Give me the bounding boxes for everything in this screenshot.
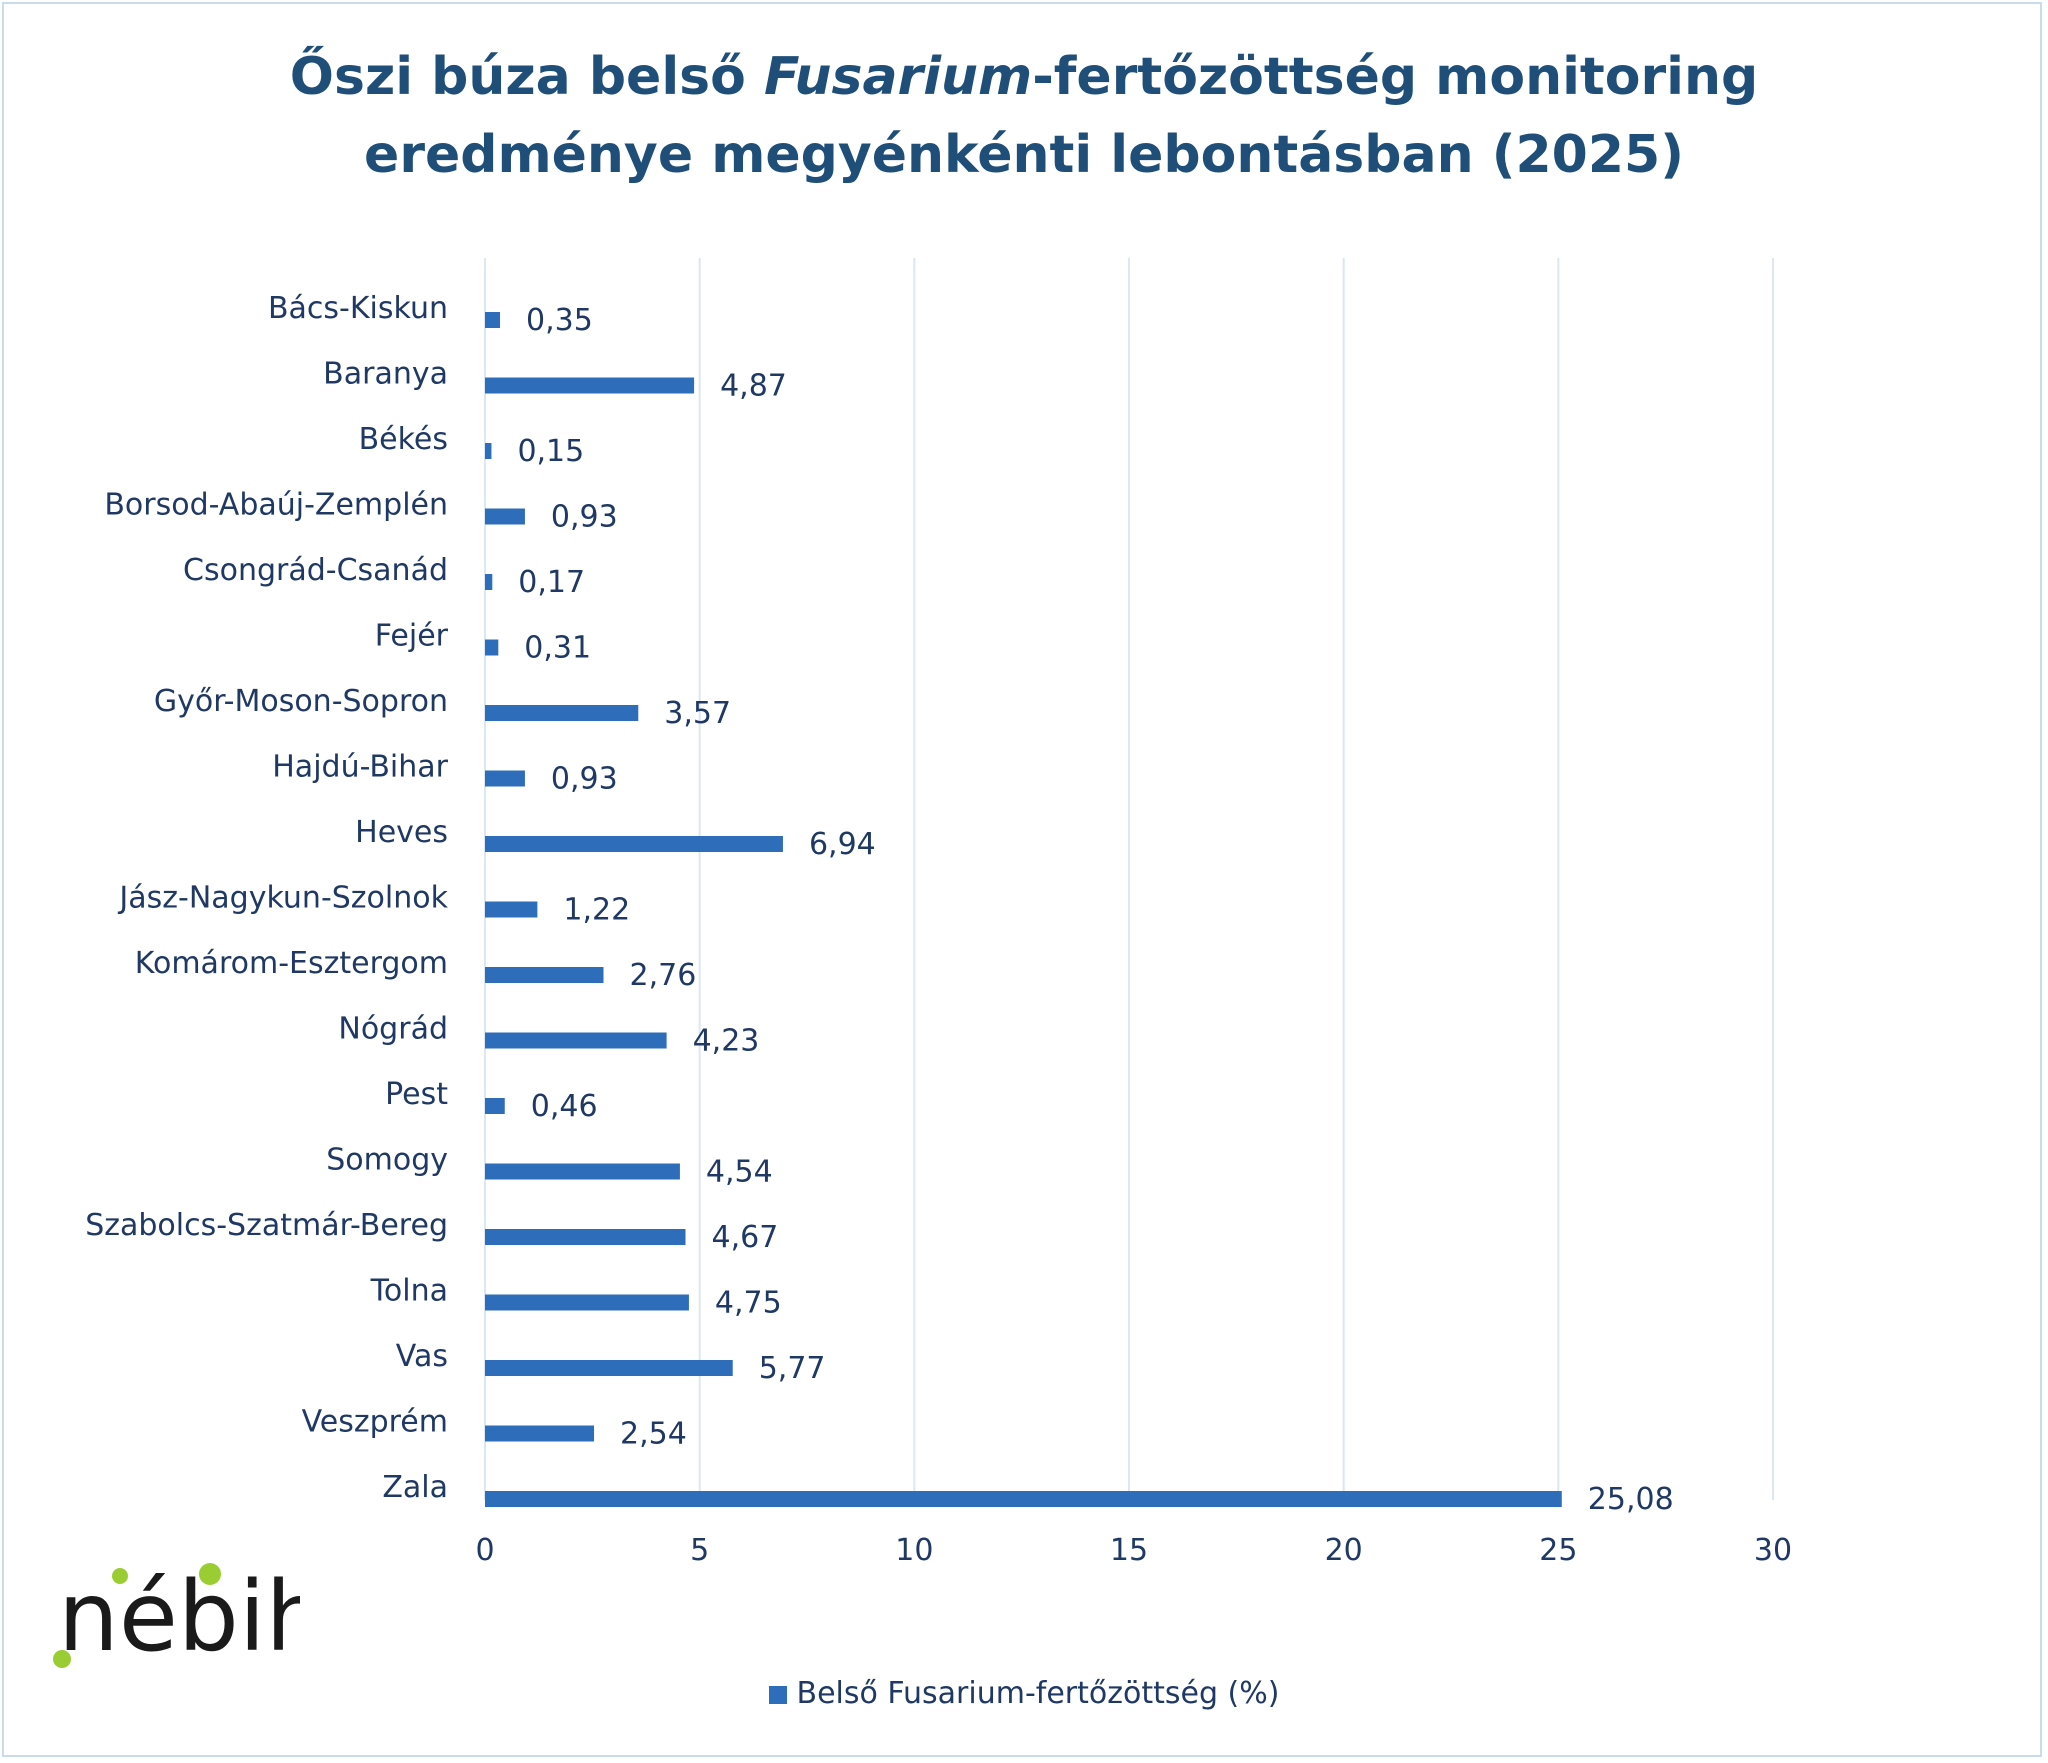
bar	[485, 312, 501, 328]
bar	[485, 508, 525, 525]
bar	[485, 705, 639, 721]
legend: Belső Fusarium-fertőzöttség (%)	[0, 1676, 2048, 1711]
title-line-1-end: -fertőzöttség monitoring	[1032, 47, 1759, 107]
data-label: 6,94	[809, 827, 876, 862]
data-label: 4,87	[720, 369, 787, 404]
logo-dot-i	[199, 1563, 221, 1585]
title-line-1: Őszi búza belső Fusarium-fertőzöttség mo…	[0, 38, 2048, 116]
chart-title: Őszi búza belső Fusarium-fertőzöttség mo…	[0, 38, 2048, 194]
bar	[485, 1425, 595, 1442]
bar	[485, 770, 525, 787]
data-label: 0,17	[518, 565, 585, 600]
data-label: 2,54	[620, 1417, 687, 1452]
bar	[485, 967, 604, 983]
logo-dot-bottom	[53, 1650, 71, 1668]
title-italic-term: Fusarium	[763, 47, 1033, 107]
category-label: Pest	[385, 1077, 448, 1112]
category-label: Borsod-Abaúj-Zemplén	[104, 488, 448, 523]
title-line-1-start: Őszi búza belső	[289, 47, 764, 107]
category-label: Békés	[359, 422, 448, 457]
logo-dot-accent	[112, 1568, 128, 1584]
bar	[485, 639, 499, 656]
category-label: Veszprém	[302, 1405, 448, 1440]
bar	[485, 443, 492, 459]
data-label: 0,31	[524, 631, 591, 666]
bar	[485, 901, 538, 918]
x-tick-label: 5	[690, 1533, 709, 1568]
legend-label: Belső Fusarium-fertőzöttség (%)	[796, 1676, 1280, 1711]
category-label: Somogy	[326, 1143, 448, 1178]
category-label: Zala	[382, 1470, 448, 1505]
x-tick-label: 15	[1110, 1533, 1148, 1568]
category-label: Hajdú-Bihar	[272, 750, 448, 785]
category-label: Vas	[396, 1339, 448, 1374]
nebih-logo: nébih	[53, 1562, 300, 1672]
data-label: 4,75	[715, 1286, 782, 1321]
legend-swatch	[768, 1685, 787, 1704]
category-label: Jász-Nagykun-Szolnok	[117, 881, 448, 916]
bar	[485, 1163, 680, 1180]
data-label: 4,54	[706, 1155, 773, 1190]
category-label: Győr-Moson-Sopron	[154, 684, 448, 719]
data-label: 4,67	[711, 1220, 778, 1255]
data-label: 0,93	[551, 500, 618, 535]
data-label: 0,15	[517, 434, 584, 469]
bar	[485, 1229, 686, 1245]
category-label: Csongrád-Csanád	[183, 553, 448, 588]
category-label: Nógrád	[338, 1012, 448, 1047]
x-tick-label: 20	[1325, 1533, 1363, 1568]
x-tick-label: 0	[475, 1533, 494, 1568]
category-label: Bács-Kiskun	[268, 291, 448, 326]
gridlines	[484, 258, 1774, 1500]
category-label: Fejér	[375, 619, 449, 654]
category-label: Szabolcs-Szatmár-Bereg	[85, 1208, 448, 1243]
bar	[485, 836, 783, 852]
category-label: Komárom-Esztergom	[135, 946, 448, 981]
category-labels: Bács-Kiskun Baranya Békés Borsod-Abaúj-Zemp…	[85, 291, 448, 1505]
data-label: 0,46	[531, 1089, 598, 1124]
bar	[485, 574, 493, 590]
logo-wordmark: nébih	[58, 1562, 300, 1672]
x-tick-label: 30	[1754, 1533, 1792, 1568]
category-label: Baranya	[323, 357, 448, 392]
bar	[485, 1032, 667, 1049]
data-label: 25,08	[1588, 1482, 1674, 1517]
data-label: 2,76	[629, 958, 696, 993]
category-label: Tolna	[370, 1274, 448, 1309]
bar	[485, 1491, 1562, 1507]
data-label: 5,77	[759, 1351, 826, 1386]
bar	[485, 1098, 505, 1114]
data-label: 3,57	[664, 696, 731, 731]
x-tick-label: 10	[895, 1533, 933, 1568]
bars	[485, 312, 1562, 1507]
data-label: 0,93	[551, 762, 618, 797]
data-label: 4,23	[693, 1024, 760, 1059]
data-labels: 0,35 4,87 0,15 0,93 0,17 0,31 3,57 0,93 6,94 1,22…	[517, 303, 1673, 1517]
bar	[485, 1294, 689, 1311]
data-label: 0,35	[526, 303, 593, 338]
x-axis-tick-labels: 0 5 10 15 20 25 30	[475, 1533, 1792, 1568]
bar	[485, 377, 695, 394]
bar	[485, 1360, 733, 1376]
x-tick-label: 25	[1539, 1533, 1577, 1568]
data-label: 1,22	[563, 893, 630, 928]
title-line-2: eredménye megyénkénti lebontásban (2025)	[364, 125, 1684, 185]
category-label: Heves	[355, 815, 448, 850]
